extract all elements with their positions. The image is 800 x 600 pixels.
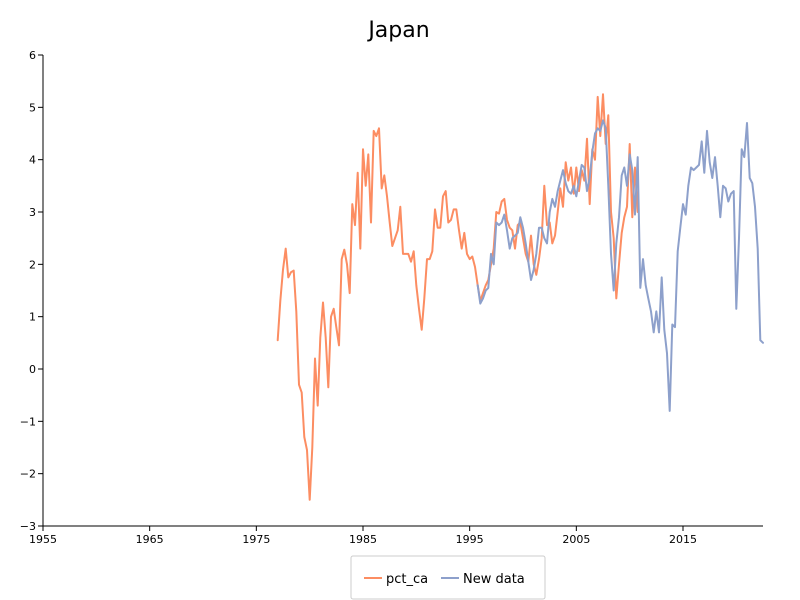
x-tick-label: 1975: [242, 533, 270, 546]
y-tick-label: −2: [20, 468, 36, 481]
y-tick-label: 5: [29, 101, 36, 114]
y-tick-label: 2: [29, 258, 36, 271]
y-tick-label: −1: [20, 415, 36, 428]
y-tick-label: 0: [29, 363, 36, 376]
x-tick-label: 1985: [349, 533, 377, 546]
x-tick-label: 1955: [29, 533, 57, 546]
x-tick-label: 1965: [136, 533, 164, 546]
legend-label: New data: [463, 572, 525, 587]
legend: pct_ca New data: [350, 555, 546, 600]
x-tick-label: 1995: [456, 533, 484, 546]
series-line-pct-ca: [276, 93, 639, 501]
x-axis-ticks: 1955 1965 1975 1985 1995 2005 2015: [29, 526, 697, 546]
x-tick-label: 2015: [669, 533, 697, 546]
y-tick-label: −3: [20, 520, 36, 533]
y-tick-label: 1: [29, 311, 36, 324]
series-layer: [276, 93, 764, 501]
y-axis-ticks: −3 −2 −1 0 1 2 3 4 5 6: [20, 49, 43, 533]
y-tick-label: 3: [29, 206, 36, 219]
y-tick-label: 4: [29, 154, 36, 167]
y-tick-label: 6: [29, 49, 36, 62]
x-tick-label: 2005: [562, 533, 590, 546]
legend-label: pct_ca: [386, 572, 428, 587]
series-line-new-data: [476, 119, 764, 412]
chart-title: Japan: [366, 18, 429, 43]
